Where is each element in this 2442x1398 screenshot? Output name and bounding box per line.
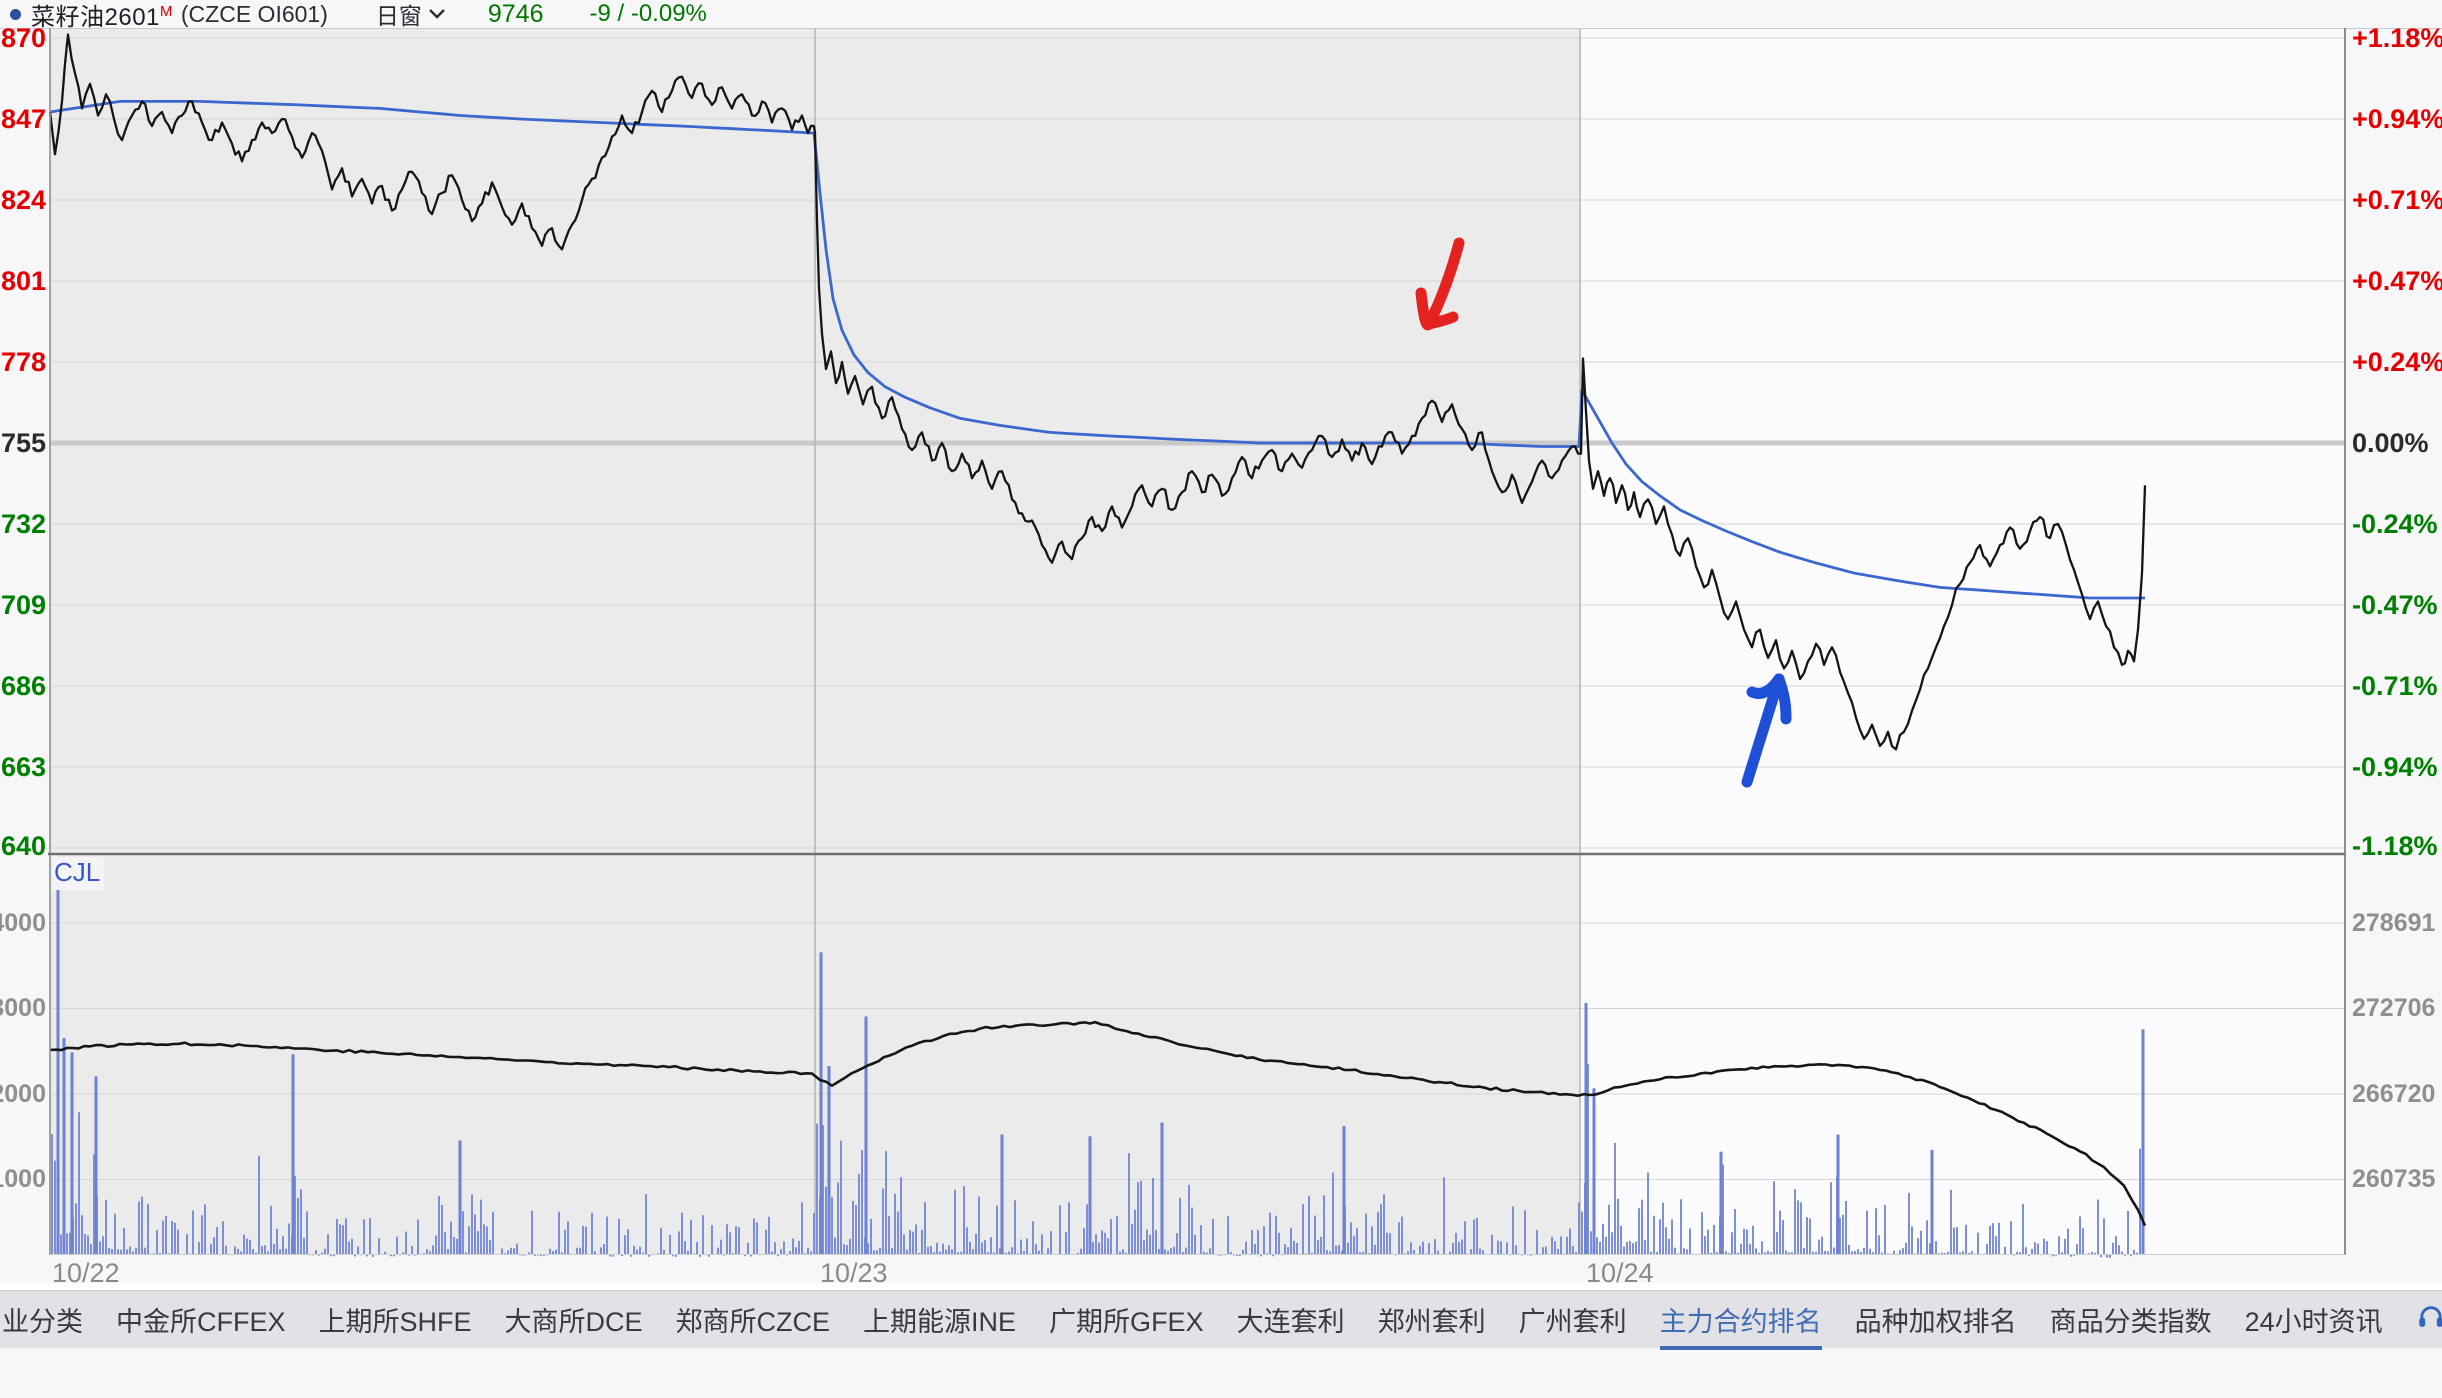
price-axis-label: 9732	[0, 509, 46, 539]
open-interest-axis-label: 272706	[2352, 994, 2436, 1022]
pct-axis-label-zero: 0.00%	[2352, 428, 2429, 458]
price-axis-label: 9778	[0, 347, 46, 377]
volume-axis-label: 1000	[0, 1165, 46, 1193]
online-service-button[interactable]: 在线客服	[2416, 1242, 2442, 1398]
open-interest-axis-label: 278691	[2352, 909, 2436, 937]
pct-axis-label: -0.71%	[2352, 671, 2438, 701]
nav-item-main-contract-rank[interactable]: 主力合约排名	[1659, 1300, 1822, 1350]
period-selector[interactable]: 日窗	[375, 3, 422, 29]
nav-item-gfex[interactable]: 广期所GFEX	[1049, 1307, 1204, 1337]
nav-item-weighted-rank[interactable]: 品种加权排名	[1854, 1307, 2017, 1337]
price-axis-label: 9847	[0, 104, 46, 134]
price-change: -9 / -0.09%	[589, 0, 707, 27]
price-axis-label: 9709	[0, 590, 46, 620]
open-interest-axis-label: 266720	[2352, 1080, 2436, 1108]
price-axis-label-prev-close: 9755	[0, 428, 46, 458]
chart-header: 菜籽油2601M (CZCE OI601) 日窗 9746 -9 / -0.09…	[0, 0, 2442, 31]
nav-item-zhengzhou-arb[interactable]: 郑州套利	[1377, 1307, 1486, 1337]
main-contract-flag: M	[159, 2, 173, 20]
nav-item-industry-class[interactable]: 业分类	[2, 1307, 83, 1337]
volume-axis-label: 4000	[0, 909, 46, 937]
pct-axis-label: +1.18%	[2352, 23, 2442, 53]
headset-icon	[2416, 1301, 2442, 1338]
chevron-down-icon[interactable]	[428, 7, 446, 25]
open-interest-axis-label: 260735	[2352, 1165, 2436, 1193]
nav-item-dalian-arb[interactable]: 大连套利	[1236, 1307, 1345, 1337]
session-background-white	[1580, 28, 2345, 1255]
price-axis-label: 9801	[0, 266, 46, 296]
volume-axis-label: 3000	[0, 994, 46, 1022]
pct-axis-label: -0.94%	[2352, 752, 2438, 782]
pct-axis-label: +0.47%	[2352, 266, 2442, 296]
price-axis-label: 9824	[0, 185, 46, 215]
nav-item-cffex[interactable]: 中金所CFFEX	[116, 1307, 286, 1337]
nav-item-guangzhou-arb[interactable]: 广州套利	[1518, 1307, 1627, 1337]
nav-divider	[0, 1283, 2442, 1290]
trading-app-window: 菜籽油2601M (CZCE OI601) 日窗 9746 -9 / -0.09…	[0, 0, 2442, 1350]
price-axis-label: 9663	[0, 752, 46, 782]
last-price: 9746	[487, 0, 544, 28]
nav-item-czce[interactable]: 郑商所CZCE	[675, 1307, 831, 1337]
pct-axis-label: +0.94%	[2352, 104, 2442, 134]
nav-item-ine[interactable]: 上期能源INE	[863, 1307, 1017, 1337]
session-background-gray	[50, 28, 1580, 1255]
volume-axis-label: 2000	[0, 1080, 46, 1108]
nav-item-24h-news[interactable]: 24小时资讯	[2244, 1307, 2383, 1337]
instrument-name[interactable]: 菜籽油2601M	[31, 2, 173, 31]
instrument-code: (CZCE OI601)	[180, 0, 328, 27]
bottom-nav-bar: 业分类 中金所CFFEX 上期所SHFE 大商所DCE 郑商所CZCE 上期能源…	[0, 1290, 2442, 1350]
price-axis-label: 9640	[0, 831, 46, 861]
pct-axis-label: +0.24%	[2352, 347, 2442, 377]
volume-pane-symbol-label[interactable]: CJL	[52, 857, 105, 890]
nav-item-dce[interactable]: 大商所DCE	[504, 1307, 643, 1337]
pct-axis-label: -1.18%	[2352, 831, 2438, 861]
nav-item-commodity-index[interactable]: 商品分类指数	[2049, 1307, 2212, 1337]
nav-item-shfe[interactable]: 上期所SHFE	[318, 1307, 472, 1337]
pct-axis-label: -0.47%	[2352, 590, 2438, 620]
instrument-dot-icon	[10, 8, 21, 20]
pct-axis-label: -0.24%	[2352, 509, 2438, 539]
pct-axis-label: +0.71%	[2352, 185, 2442, 215]
